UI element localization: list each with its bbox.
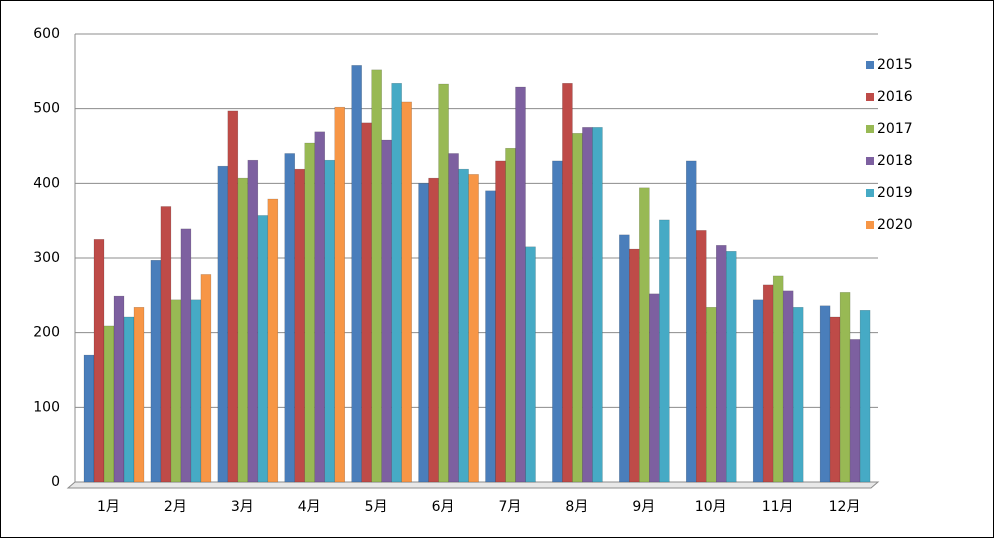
bar: [582, 127, 593, 483]
bar: [284, 153, 295, 483]
x-tick-label: 6月: [432, 499, 455, 515]
bar: [401, 101, 412, 483]
x-tick-label: 3月: [231, 499, 254, 515]
x-tick-label: 7月: [498, 499, 521, 515]
y-tick-label: 500: [33, 101, 60, 117]
legend-label: 2015: [877, 57, 913, 73]
x-tick-label: 12月: [829, 499, 861, 515]
bar: [371, 69, 382, 483]
legend-swatch: [866, 125, 874, 133]
legend-label: 2017: [877, 121, 913, 137]
bar: [515, 86, 526, 483]
bar: [83, 354, 95, 483]
bar: [267, 198, 279, 483]
legend-swatch: [866, 93, 874, 101]
bar: [716, 245, 727, 483]
bar: [495, 160, 506, 483]
bar: [829, 316, 841, 483]
bar: [782, 290, 794, 483]
y-tick-label: 100: [33, 399, 60, 415]
x-tick-label: 9月: [632, 499, 655, 515]
y-tick-label: 400: [33, 175, 60, 191]
bar: [726, 251, 737, 483]
bar: [629, 248, 640, 483]
bar: [552, 160, 563, 483]
bar: [294, 168, 305, 483]
bar: [133, 307, 145, 483]
bar: [170, 299, 182, 483]
bar: [391, 83, 402, 483]
bar: [217, 165, 229, 483]
bar: [438, 83, 449, 483]
bar: [572, 133, 583, 483]
bar: [448, 153, 459, 483]
bar: [619, 234, 630, 483]
bar: [113, 295, 125, 483]
bar: [150, 259, 162, 483]
bar: [592, 127, 603, 483]
bar: [361, 122, 372, 483]
bar: [418, 183, 429, 483]
bar: [237, 177, 249, 483]
bar: [103, 325, 115, 483]
bar: [200, 274, 212, 483]
bar: [247, 159, 259, 483]
legend-swatch: [866, 221, 874, 229]
bar: [485, 190, 496, 483]
y-tick-label: 600: [33, 26, 60, 42]
bar: [819, 305, 831, 483]
bar: [334, 106, 345, 483]
bar: [160, 206, 172, 483]
bar: [428, 177, 439, 483]
bar: [324, 159, 335, 483]
bar: [227, 110, 239, 483]
bar: [849, 339, 861, 483]
bar: [525, 246, 536, 483]
bar: [351, 65, 362, 483]
bar: [772, 275, 784, 483]
x-tick-label: 5月: [365, 499, 388, 515]
bar: [257, 215, 269, 483]
x-tick-label: 10月: [695, 499, 727, 515]
bar: [314, 131, 325, 483]
bar: [696, 230, 707, 483]
bar: [762, 284, 774, 483]
bar: [123, 316, 135, 483]
bar: [752, 299, 764, 483]
bar: [859, 310, 871, 483]
y-tick-label: 300: [33, 250, 60, 266]
legend-swatch: [866, 61, 874, 69]
legend-label: 2019: [877, 185, 913, 201]
bar: [562, 83, 573, 483]
x-tick-label: 8月: [565, 499, 588, 515]
y-tick-label: 0: [51, 474, 60, 490]
bar: [468, 174, 479, 483]
bar: [706, 307, 717, 483]
bar: [686, 160, 697, 483]
y-tick-label: 200: [33, 325, 60, 341]
bar: [381, 139, 392, 483]
legend-label: 2018: [877, 153, 913, 169]
bar: [93, 239, 105, 483]
legend-label: 2020: [877, 217, 913, 233]
legend-label: 2016: [877, 89, 913, 105]
bar: [659, 219, 670, 483]
legend-swatch: [866, 157, 874, 165]
bar: [792, 307, 804, 483]
bar: [190, 299, 202, 483]
x-tick-label: 11月: [762, 499, 794, 515]
bar: [304, 142, 315, 483]
bar: [505, 147, 516, 483]
bar: [639, 187, 650, 483]
floor: [66, 481, 880, 489]
x-tick-label: 2月: [164, 499, 187, 515]
bar: [649, 293, 660, 483]
legend-swatch: [866, 189, 874, 197]
x-tick-label: 1月: [97, 499, 120, 515]
bar: [458, 168, 469, 483]
x-tick-label: 4月: [298, 499, 321, 515]
bar: [180, 228, 192, 483]
bar: [839, 292, 851, 483]
